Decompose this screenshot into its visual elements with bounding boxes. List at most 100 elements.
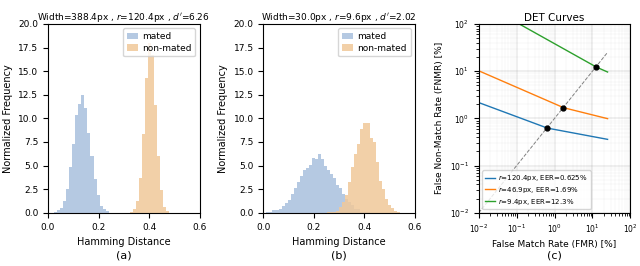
- $r$=120.4px, EER=0.625%: [573, 132, 580, 135]
- Bar: [348, 182, 351, 213]
- Bar: [345, 199, 348, 213]
- $r$=9.4px, EER=12.3%: [586, 62, 593, 65]
- Bar: [287, 200, 291, 213]
- Bar: [321, 159, 324, 213]
- Bar: [360, 130, 364, 213]
- X-axis label: Hamming Distance: Hamming Distance: [77, 237, 171, 247]
- Bar: [76, 115, 78, 213]
- Bar: [273, 210, 275, 213]
- Line: $r$=120.4px, EER=0.625%: $r$=120.4px, EER=0.625%: [479, 103, 607, 139]
- Bar: [351, 167, 355, 213]
- X-axis label: Hamming Distance: Hamming Distance: [292, 237, 386, 247]
- Y-axis label: False Non-Match Rate (FNMR) [%]: False Non-Match Rate (FNMR) [%]: [435, 42, 444, 194]
- $r$=9.4px, EER=12.3%: [557, 46, 564, 49]
- Line: $r$=9.4px, EER=12.3%: $r$=9.4px, EER=12.3%: [479, 24, 607, 72]
- $r$=120.4px, EER=0.625%: [475, 101, 483, 104]
- Bar: [364, 123, 367, 213]
- Bar: [306, 168, 309, 213]
- Bar: [318, 154, 321, 213]
- Text: (b): (b): [332, 251, 347, 261]
- Bar: [309, 165, 312, 213]
- Bar: [136, 201, 139, 213]
- $r$=120.4px, EER=0.625%: [604, 138, 611, 141]
- Bar: [269, 211, 273, 213]
- Bar: [90, 156, 93, 213]
- Bar: [367, 123, 369, 213]
- Bar: [275, 210, 278, 213]
- Bar: [166, 211, 170, 213]
- Text: (a): (a): [116, 251, 132, 261]
- Bar: [97, 195, 100, 213]
- Bar: [360, 212, 364, 213]
- $r$=46.9px, EER=1.69%: [550, 102, 557, 105]
- Bar: [376, 163, 379, 213]
- $r$=9.4px, EER=12.3%: [550, 41, 557, 45]
- $r$=120.4px, EER=0.625%: [550, 128, 557, 131]
- Bar: [324, 166, 327, 213]
- Bar: [60, 208, 63, 213]
- Bar: [333, 211, 336, 213]
- $r$=46.9px, EER=1.69%: [475, 69, 483, 72]
- $r$=9.4px, EER=12.3%: [604, 70, 611, 74]
- Bar: [367, 212, 369, 213]
- Bar: [163, 207, 166, 213]
- Bar: [285, 203, 287, 213]
- Legend: mated, non-mated: mated, non-mated: [123, 28, 195, 56]
- Bar: [291, 194, 294, 213]
- Bar: [369, 138, 372, 213]
- $r$=9.4px, EER=12.3%: [573, 55, 580, 58]
- Bar: [355, 154, 357, 213]
- Bar: [348, 202, 351, 213]
- Bar: [391, 208, 394, 213]
- $r$=46.9px, EER=1.69%: [553, 103, 561, 106]
- Bar: [327, 170, 330, 213]
- Bar: [336, 211, 339, 213]
- $r$=46.9px, EER=1.69%: [573, 109, 580, 113]
- Text: (c): (c): [547, 251, 562, 261]
- Bar: [133, 209, 136, 213]
- Bar: [88, 133, 90, 213]
- $r$=46.9px, EER=1.69%: [586, 113, 593, 116]
- Bar: [312, 158, 315, 213]
- Bar: [379, 181, 381, 213]
- $r$=9.4px, EER=12.3%: [475, 22, 483, 26]
- Bar: [339, 207, 342, 213]
- Bar: [157, 156, 160, 213]
- $r$=9.4px, EER=12.3%: [553, 43, 561, 47]
- Bar: [63, 201, 66, 213]
- Bar: [345, 195, 348, 213]
- Bar: [278, 209, 282, 213]
- Bar: [336, 185, 339, 213]
- $r$=120.4px, EER=0.625%: [483, 104, 490, 107]
- Bar: [357, 209, 360, 213]
- Line: $r$=46.9px, EER=1.69%: $r$=46.9px, EER=1.69%: [479, 71, 607, 119]
- Legend: mated, non-mated: mated, non-mated: [339, 28, 410, 56]
- Bar: [330, 174, 333, 213]
- Bar: [154, 105, 157, 213]
- Bar: [142, 134, 145, 213]
- X-axis label: False Match Rate (FMR) [%]: False Match Rate (FMR) [%]: [492, 240, 617, 250]
- Bar: [357, 144, 360, 213]
- Bar: [139, 178, 142, 213]
- Bar: [342, 202, 345, 213]
- Bar: [57, 210, 60, 213]
- $r$=9.4px, EER=12.3%: [483, 22, 490, 26]
- Bar: [315, 159, 318, 213]
- Legend: $r$=120.4px, EER=0.625%, $r$=46.9px, EER=1.69%, $r$=9.4px, EER=12.3%: $r$=120.4px, EER=0.625%, $r$=46.9px, EER…: [482, 170, 591, 209]
- Bar: [397, 212, 400, 213]
- $r$=46.9px, EER=1.69%: [604, 117, 611, 120]
- Bar: [381, 189, 385, 213]
- Bar: [266, 212, 269, 213]
- $r$=120.4px, EER=0.625%: [553, 128, 561, 131]
- Bar: [388, 205, 391, 213]
- Bar: [160, 190, 163, 213]
- Title: Width=388.4px , $r$=120.4px , $d'$=6.26: Width=388.4px , $r$=120.4px , $d'$=6.26: [38, 11, 210, 24]
- Bar: [339, 189, 342, 213]
- Bar: [93, 179, 97, 213]
- Title: DET Curves: DET Curves: [524, 13, 585, 23]
- Bar: [72, 144, 76, 213]
- Y-axis label: Normalized Frequency: Normalized Frequency: [218, 64, 228, 173]
- Bar: [297, 182, 300, 213]
- $r$=46.9px, EER=1.69%: [483, 73, 490, 76]
- Bar: [84, 108, 88, 213]
